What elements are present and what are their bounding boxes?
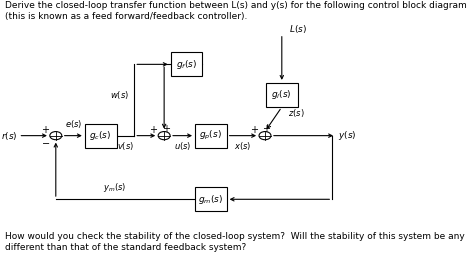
Text: $v(s)$: $v(s)$ (117, 140, 134, 152)
Bar (85, 124, 117, 148)
Text: (this is known as a feed forward/feedback controller).: (this is known as a feed forward/feedbac… (5, 12, 248, 22)
Text: +: + (149, 125, 157, 135)
Text: $g_l(s)$: $g_l(s)$ (272, 88, 292, 101)
Text: $r(s)$: $r(s)$ (1, 130, 18, 142)
Text: +: + (41, 125, 49, 135)
Text: +: + (263, 124, 271, 134)
Text: $L(s)$: $L(s)$ (289, 23, 307, 35)
Text: $u(s)$: $u(s)$ (174, 140, 191, 152)
Text: +: + (250, 125, 258, 135)
Text: $g_c(s)$: $g_c(s)$ (90, 129, 112, 142)
Text: $z(s)$: $z(s)$ (288, 107, 304, 119)
Text: Derive the closed-loop transfer function between L(s) and y(s) for the following: Derive the closed-loop transfer function… (5, 1, 467, 10)
Bar (195, 124, 227, 148)
Text: $g_f(s)$: $g_f(s)$ (176, 58, 197, 71)
Text: $-$: $-$ (41, 137, 50, 147)
Text: $w(s)$: $w(s)$ (110, 89, 129, 101)
Bar (195, 187, 227, 211)
Bar (171, 52, 202, 77)
Text: $g_m(s)$: $g_m(s)$ (198, 193, 223, 206)
Text: different than that of the standard feedback system?: different than that of the standard feed… (5, 243, 246, 252)
Text: +: + (162, 124, 170, 134)
Text: $e(s)$: $e(s)$ (64, 118, 82, 130)
Text: $y(s)$: $y(s)$ (338, 129, 356, 142)
Text: $y_m(s)$: $y_m(s)$ (103, 181, 126, 194)
Text: $x(s)$: $x(s)$ (234, 140, 252, 152)
Text: $g_p(s)$: $g_p(s)$ (200, 129, 222, 142)
Text: How would you check the stability of the closed-loop system?  Will the stability: How would you check the stability of the… (5, 232, 465, 241)
Bar (266, 83, 298, 107)
